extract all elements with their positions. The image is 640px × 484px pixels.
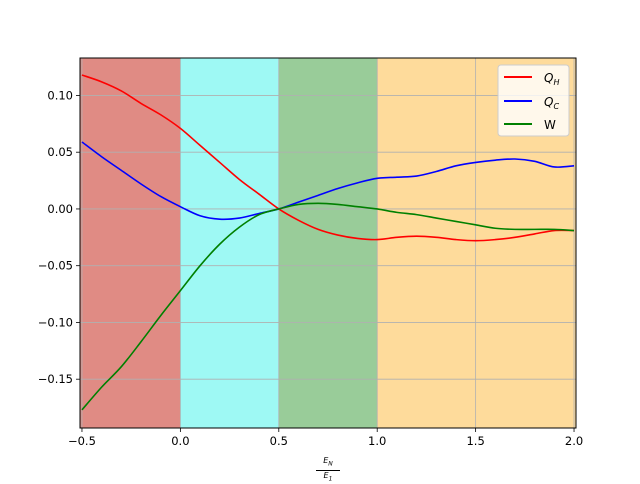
- legend-label-q-c-sub: C: [553, 102, 559, 111]
- legend-label-q-h-sub: H: [553, 78, 559, 87]
- legend-label-q-h-main: Q: [544, 71, 553, 85]
- legend: QH QC W: [497, 64, 570, 137]
- legend-label-q-h: QH: [544, 71, 559, 87]
- legend-label-w: W: [544, 118, 556, 132]
- y-tick-label-0: −0.15: [38, 372, 73, 386]
- x-tick-label-0: −0.5: [68, 434, 96, 448]
- y-tick-label-5: 0.10: [47, 88, 73, 102]
- region-band-2: [278, 58, 378, 428]
- x-label-den-main: E: [323, 470, 329, 480]
- x-axis-label-numerator: EN: [316, 456, 340, 471]
- region-band-1: [180, 58, 279, 428]
- plot-frame: [79, 57, 577, 429]
- legend-label-w-main: W: [544, 118, 556, 132]
- x-label-num-main: E: [323, 456, 329, 465]
- legend-box: [497, 64, 570, 137]
- grid: [80, 58, 576, 428]
- x-tick-label-2: 0.5: [270, 434, 288, 448]
- x-tick-label-4: 1.5: [466, 434, 484, 448]
- series-line-q-h: [81, 74, 575, 242]
- series-line-w: [81, 202, 575, 411]
- y-tick-label-2: −0.05: [38, 259, 73, 273]
- y-tick-label-1: −0.10: [38, 315, 73, 329]
- series-line-q-c: [81, 141, 575, 221]
- y-axis-ticks: −0.15 −0.10 −0.05 0.00 0.05 0.10: [38, 88, 80, 386]
- x-label-den-sub: 1: [328, 475, 333, 483]
- y-tick-label-4: 0.05: [47, 145, 73, 159]
- x-tick-label-1: 0.0: [171, 434, 189, 448]
- x-axis-ticks: −0.5 0.0 0.5 1.0 1.5 2.0: [68, 428, 583, 448]
- legend-label-q-c: QC: [544, 95, 559, 111]
- x-tick-label-5: 2.0: [565, 434, 583, 448]
- legend-label-q-c-main: Q: [544, 95, 553, 109]
- y-tick-label-3: 0.00: [47, 202, 73, 216]
- x-axis-label-denominator: E1: [318, 471, 338, 484]
- x-label-num-sub: N: [328, 460, 333, 468]
- x-tick-label-3: 1.0: [368, 434, 386, 448]
- series-lines: [81, 74, 575, 411]
- region-band-0: [80, 58, 181, 428]
- x-axis-label: EN E1: [300, 456, 356, 484]
